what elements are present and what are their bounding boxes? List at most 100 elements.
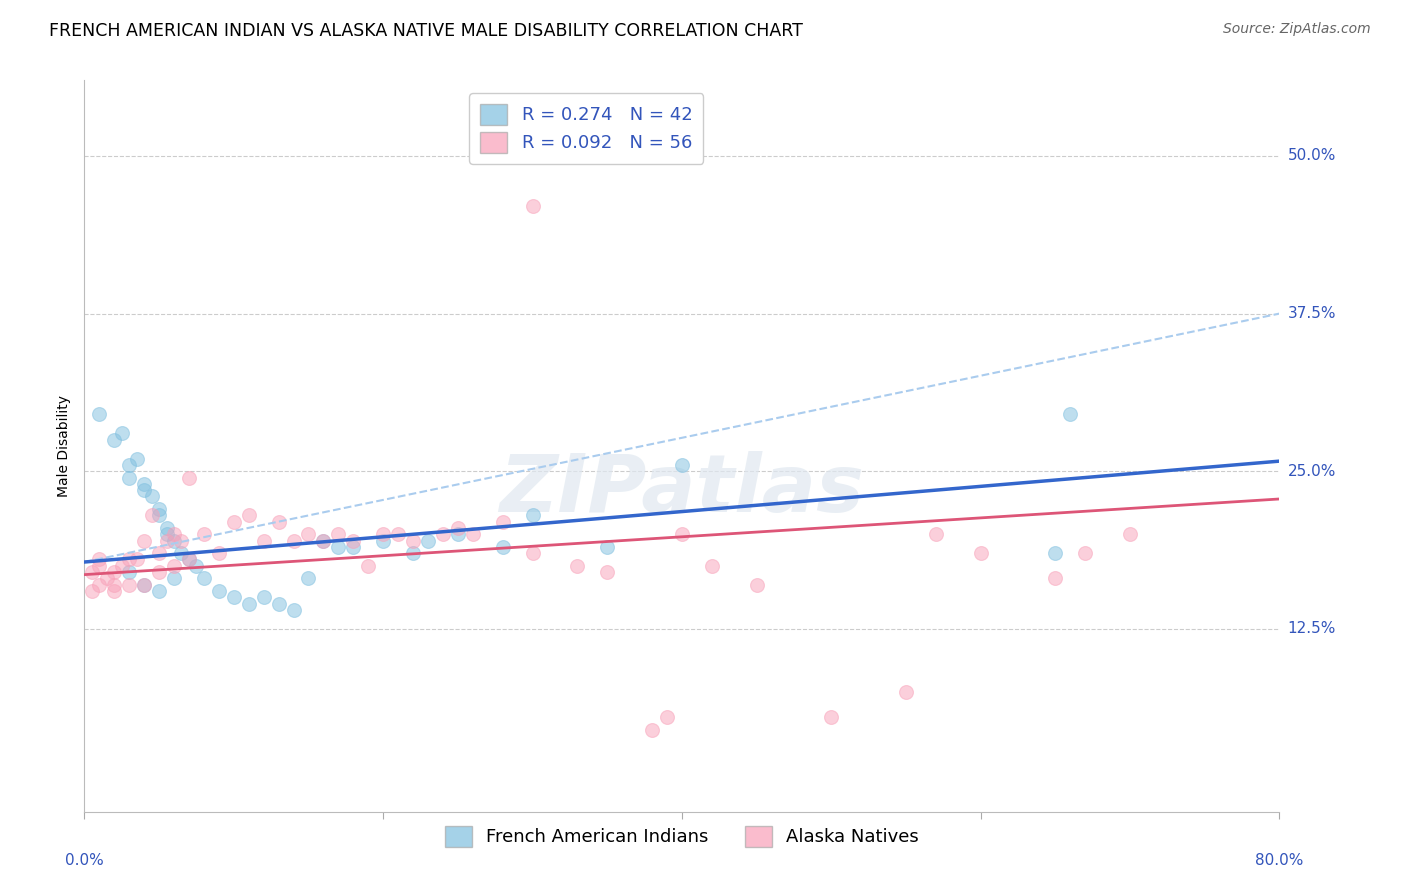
Point (111, 426, 134, 441)
Point (402, 533, 425, 548)
Point (155, 521, 177, 535)
Point (492, 540, 515, 554)
Point (297, 527, 319, 541)
Point (132, 483, 156, 497)
Point (222, 591, 245, 605)
Point (894, 685, 917, 699)
Point (447, 521, 470, 535)
Point (522, 508, 544, 523)
Point (312, 533, 335, 548)
Point (671, 458, 693, 472)
Point (238, 508, 260, 523)
Text: 25.0%: 25.0% (1288, 464, 1336, 479)
Point (253, 533, 276, 548)
Point (193, 527, 215, 541)
Y-axis label: Male Disability: Male Disability (58, 395, 72, 497)
Point (641, 723, 664, 737)
Point (89, 558, 111, 573)
Point (96, 571, 118, 585)
Point (111, 558, 134, 573)
Point (163, 527, 186, 541)
Point (155, 527, 177, 541)
Point (671, 527, 693, 541)
Point (177, 552, 200, 566)
Point (267, 597, 290, 611)
Point (132, 533, 156, 548)
Point (373, 533, 395, 548)
Point (447, 527, 470, 541)
Point (1045, 546, 1067, 560)
Point (402, 546, 425, 560)
Point (222, 515, 245, 529)
Point (80, 565, 103, 579)
Point (387, 527, 409, 541)
Point (1059, 408, 1081, 422)
Point (80, 584, 103, 599)
Text: Source: ZipAtlas.com: Source: ZipAtlas.com (1223, 22, 1371, 37)
Point (132, 578, 156, 592)
Point (89, 552, 111, 566)
Point (283, 533, 305, 548)
Point (89, 578, 111, 592)
Legend: French American Indians, Alaska Natives: French American Indians, Alaska Natives (434, 815, 929, 857)
Point (103, 578, 125, 592)
Point (700, 558, 723, 573)
Point (432, 527, 454, 541)
Text: 80.0%: 80.0% (1256, 854, 1303, 869)
Point (970, 546, 993, 560)
Point (148, 565, 170, 579)
Point (328, 540, 350, 554)
Point (193, 571, 215, 585)
Point (312, 533, 335, 548)
Point (141, 508, 163, 523)
Point (342, 540, 364, 554)
Text: FRENCH AMERICAN INDIAN VS ALASKA NATIVE MALE DISABILITY CORRELATION CHART: FRENCH AMERICAN INDIAN VS ALASKA NATIVE … (49, 22, 803, 40)
Point (342, 533, 364, 548)
Point (567, 558, 589, 573)
Point (148, 584, 170, 599)
Text: 37.5%: 37.5% (1288, 306, 1336, 321)
Point (125, 451, 148, 466)
Point (148, 546, 170, 560)
Point (820, 710, 842, 724)
Point (118, 565, 141, 579)
Point (148, 502, 170, 516)
Point (155, 533, 177, 548)
Point (208, 546, 231, 560)
Point (1074, 546, 1097, 560)
Point (492, 515, 515, 529)
Point (170, 546, 193, 560)
Point (132, 476, 156, 491)
Point (357, 558, 380, 573)
Point (925, 527, 948, 541)
Point (118, 458, 141, 472)
Point (373, 527, 395, 541)
Point (522, 546, 544, 560)
Point (283, 603, 305, 617)
Point (253, 591, 276, 605)
Point (103, 433, 125, 447)
Point (177, 470, 200, 484)
Point (103, 565, 125, 579)
Point (267, 515, 290, 529)
Point (655, 710, 678, 724)
Point (163, 571, 186, 585)
Point (461, 527, 484, 541)
Point (1045, 571, 1067, 585)
Point (186, 558, 208, 573)
Point (208, 584, 231, 599)
Point (163, 533, 186, 548)
Point (148, 508, 170, 523)
Text: 50.0%: 50.0% (1288, 148, 1336, 163)
Text: ZIPatlas: ZIPatlas (499, 450, 865, 529)
Point (141, 490, 163, 504)
Point (416, 533, 439, 548)
Point (103, 584, 125, 599)
Point (1119, 527, 1142, 541)
Point (522, 199, 544, 213)
Point (177, 552, 200, 566)
Point (596, 565, 619, 579)
Point (163, 558, 186, 573)
Point (118, 552, 141, 566)
Point (118, 578, 141, 592)
